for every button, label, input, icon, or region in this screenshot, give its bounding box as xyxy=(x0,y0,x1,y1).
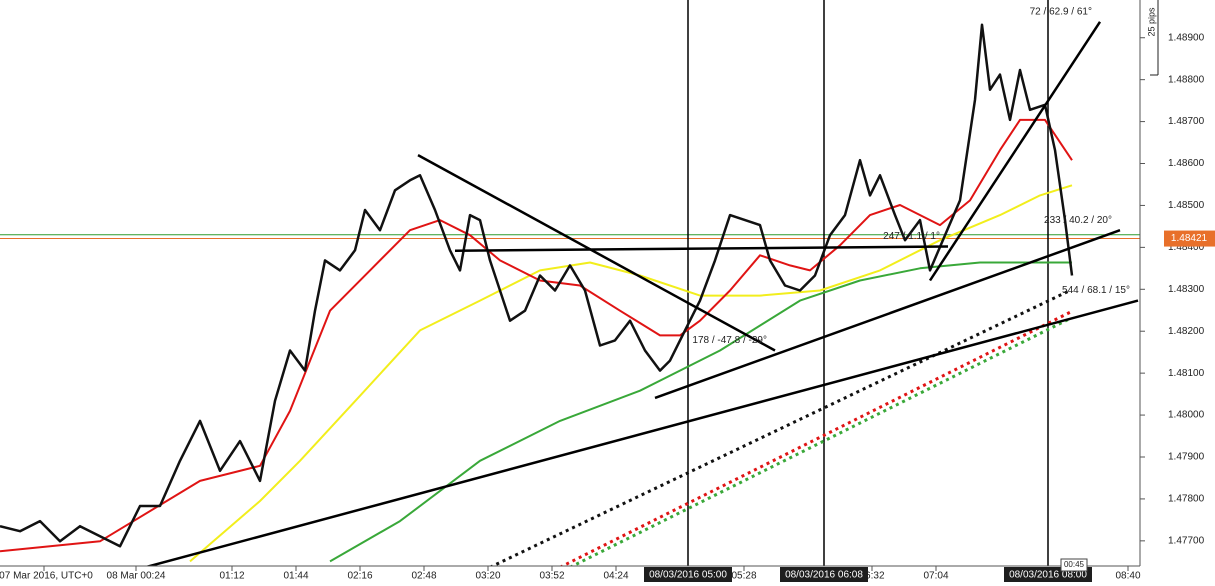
scale-note: 25 pips xyxy=(1146,7,1156,37)
x-tick-label: 08 Mar 00:24 xyxy=(107,571,166,582)
x-tick-label: 02:16 xyxy=(347,571,372,582)
trend-line xyxy=(454,245,949,252)
trend-label: 72 / 62.9 / 61° xyxy=(1030,6,1092,17)
series-line xyxy=(0,23,1074,548)
y-tick-label: 1.47700 xyxy=(1168,535,1205,546)
y-tick-label: 1.47900 xyxy=(1168,452,1205,463)
marker-label-box xyxy=(644,567,732,582)
dotted-line xyxy=(489,289,1071,566)
trend-label: 233 / 40.2 / 20° xyxy=(1044,215,1112,226)
y-tick-label: 1.48900 xyxy=(1168,32,1205,43)
trend-label: 178 / -47.8 / -29° xyxy=(692,335,767,346)
y-tick-label: 1.48100 xyxy=(1168,368,1205,379)
y-tick-label: 1.48300 xyxy=(1168,284,1205,295)
y-tick-label: 1.48500 xyxy=(1168,200,1205,211)
plot-area: 178 / -47.8 / -29° 247 / 1.1 / 1° 233 / 40… xyxy=(0,0,1140,566)
y-tick-label: 1.48400 xyxy=(1168,242,1205,253)
countdown: 00:45 xyxy=(1064,560,1085,569)
x-tick-label: 03:20 xyxy=(475,571,500,582)
price-label-box xyxy=(1164,230,1215,247)
price-label: 1.48421 xyxy=(1171,233,1208,244)
trend-label: 247 / 1.1 / 1° xyxy=(883,231,940,242)
x-tick-label: 03:52 xyxy=(539,571,564,582)
marker-label: 08/03/2016 05:00 xyxy=(649,570,727,581)
x-tick-label: 07:04 xyxy=(923,571,948,582)
marker-label: 08/03/2016 06:08 xyxy=(785,570,863,581)
x-tick-label: 01:12 xyxy=(219,571,244,582)
marker-label-box xyxy=(780,567,868,582)
x-tick-label: 02:48 xyxy=(411,571,436,582)
y-tick-label: 1.48700 xyxy=(1168,116,1205,127)
countdown-box xyxy=(1060,558,1088,572)
marker-label: 08/03/2016 08:00 xyxy=(1009,570,1087,581)
y-tick-label: 1.48800 xyxy=(1168,74,1205,85)
x-tick-label: 07 Mar 2016, UTC+0 xyxy=(0,571,93,582)
series-line xyxy=(329,261,1072,563)
dotted-line xyxy=(569,317,1071,566)
y-tick-label: 1.48000 xyxy=(1168,410,1205,421)
x-tick-label: 01:44 xyxy=(283,571,308,582)
x-tick-label: 08:40 xyxy=(1115,571,1140,582)
trend-label: 544 / 68.1 / 15° xyxy=(1062,285,1130,296)
y-tick-label: 1.47800 xyxy=(1168,494,1205,505)
trend-line xyxy=(654,229,1121,400)
y-tick-label: 1.48200 xyxy=(1168,326,1205,337)
x-tick-label: 04:24 xyxy=(603,571,628,582)
trend-line xyxy=(928,21,1102,282)
trend-line xyxy=(145,299,1139,566)
series-line xyxy=(0,118,1073,553)
x-tick-label: 05:28 xyxy=(731,571,756,582)
x-tick-label: 06:32 xyxy=(859,571,884,582)
trend-line xyxy=(417,154,776,352)
y-tick-label: 1.48600 xyxy=(1168,158,1205,169)
